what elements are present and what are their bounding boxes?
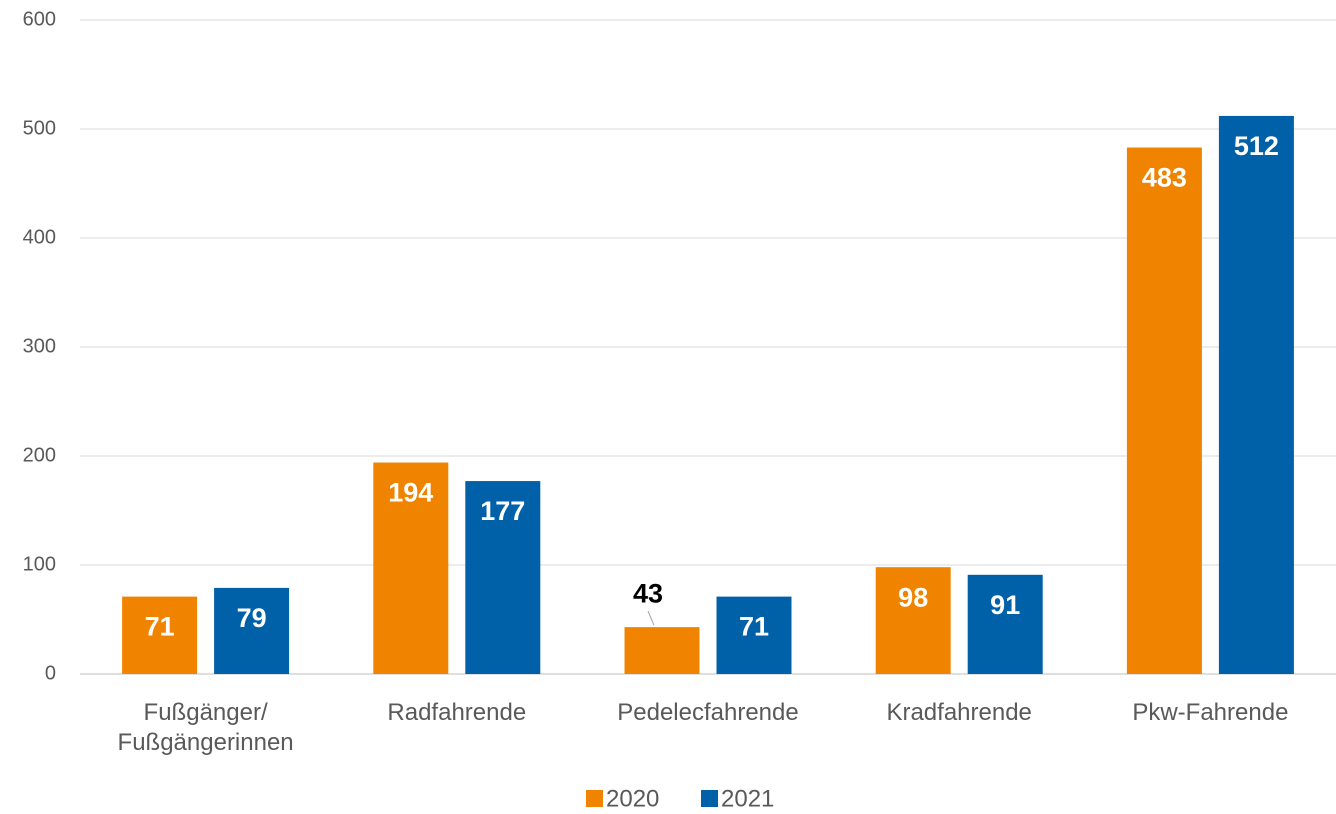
data-label: 98 [898,582,928,612]
bar [373,462,449,674]
legend-label: 2021 [721,785,774,812]
x-tick-label: Radfahrende [387,699,527,726]
bar [624,627,700,674]
data-label: 177 [480,496,525,526]
bar [214,587,290,674]
legend-swatch [586,790,603,807]
legend-label: 2020 [606,785,659,812]
data-label: 483 [1142,163,1187,193]
y-tick-label: 400 [23,226,56,248]
data-label: 512 [1234,131,1279,161]
data-label: 71 [145,612,175,642]
y-tick-label: 200 [23,444,56,466]
x-tick-label: Kradfahrende [886,699,1032,726]
y-tick-label: 300 [23,335,56,357]
y-tick-label: 500 [23,117,56,139]
x-tick-label: Pkw-Fahrende [1132,699,1289,726]
bar [716,596,792,674]
leader-line [647,610,655,626]
data-label: 43 [633,578,663,608]
bar [1218,115,1294,675]
data-label: 91 [990,590,1020,620]
y-tick-label: 600 [23,8,56,30]
legend-swatch [701,790,718,807]
bar [967,574,1043,674]
data-label: 79 [237,603,267,633]
bar [1126,147,1202,674]
bar [122,596,198,674]
x-tick-label: Pedelecfahrende [617,699,799,726]
x-tick-label: Fußgänger/ Fußgängerinnen [117,699,294,756]
y-tick-label: 100 [23,553,56,575]
bar [875,567,951,674]
bar [465,481,541,674]
y-tick-label: 0 [45,662,56,684]
data-label: 71 [739,612,769,642]
data-label: 194 [388,478,433,508]
